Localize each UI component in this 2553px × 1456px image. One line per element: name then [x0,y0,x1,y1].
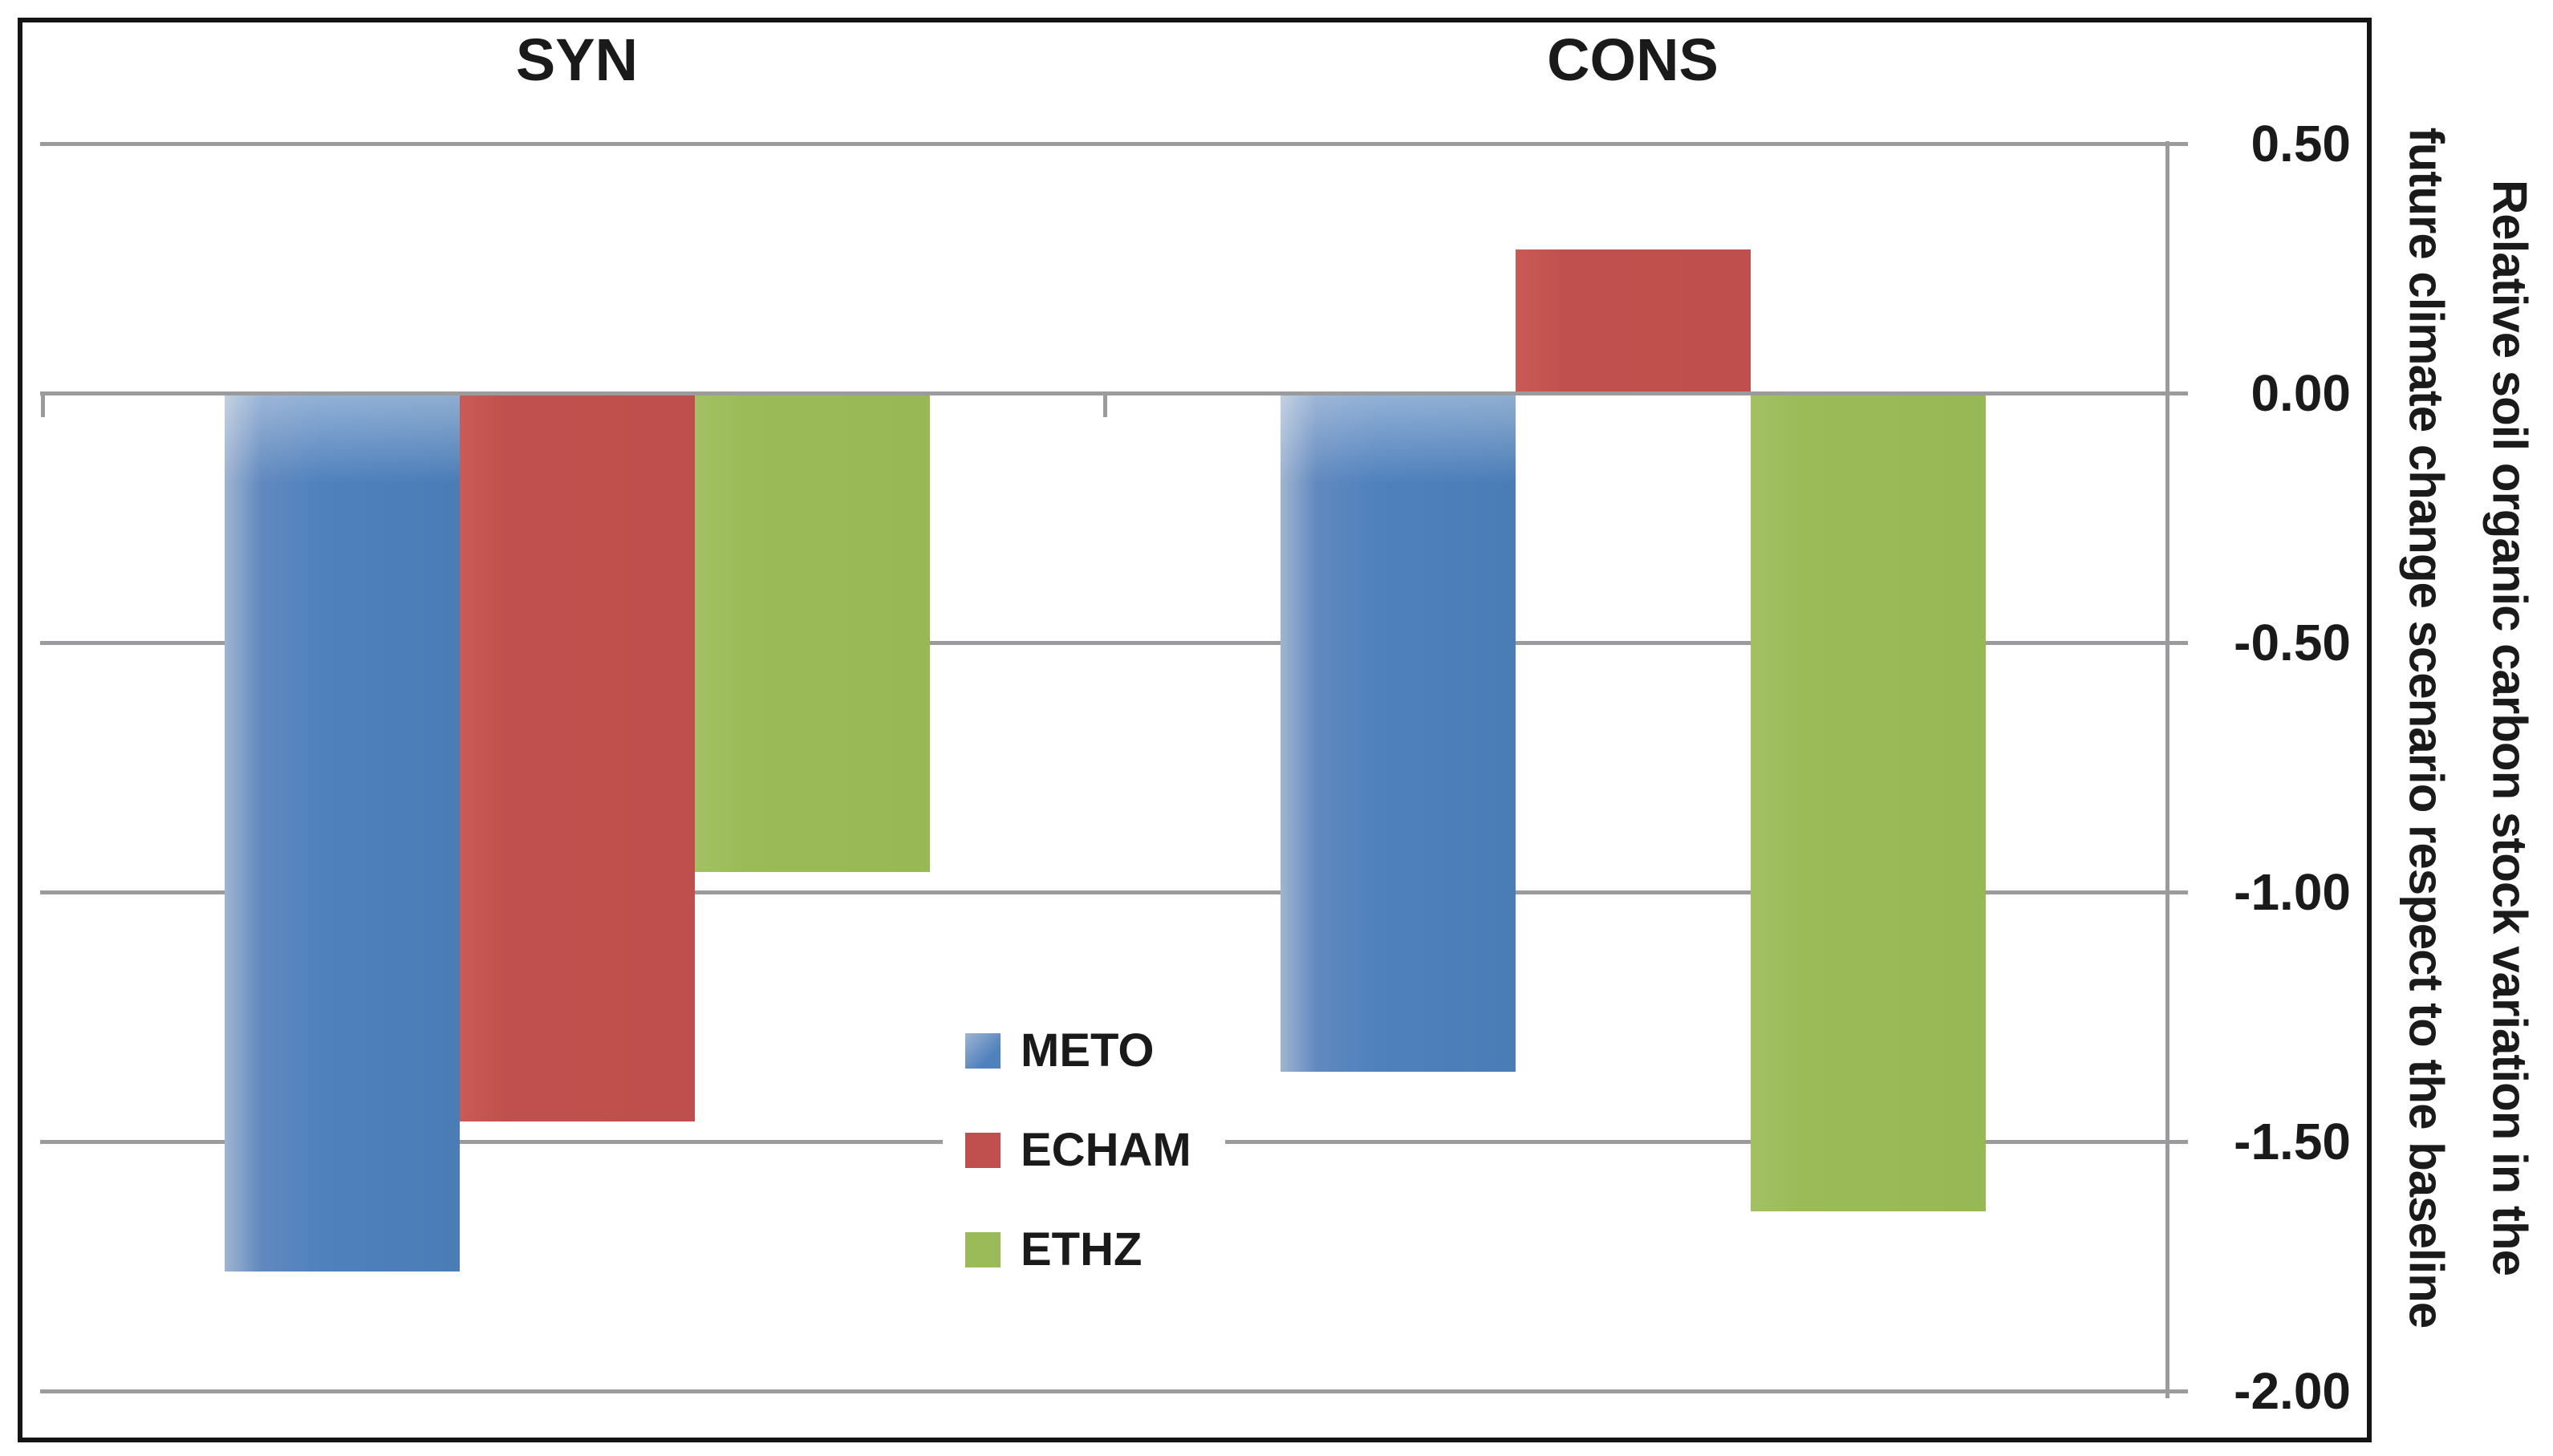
bar-meto-cons [1281,395,1516,1072]
bar-ethz-cons [1751,395,1986,1211]
legend-item-meto: METO [943,1001,1225,1101]
gridline [40,1389,2188,1393]
bar-meto-syn [225,395,460,1271]
bar-echam-syn [460,395,695,1121]
legend-item-echam: ECHAM [943,1101,1225,1200]
chart-border [18,18,2372,1442]
bar-ethz-syn [695,395,930,872]
ethz-legend-swatch [965,1232,1000,1267]
value-axis-line [2165,141,2169,1398]
gridline [40,142,2188,146]
y-axis-title: Relative soil organic carbon stock varia… [2375,0,2551,1456]
legend: METO ECHAM ETHZ [943,1001,1225,1300]
gridline [40,641,2188,645]
y-axis-title-line-1: Relative soil organic carbon stock varia… [2482,179,2537,1276]
legend-item-ethz: ETHZ [943,1200,1225,1300]
ytick-label: 0.00 [2251,364,2351,422]
ytick-label: -1.00 [2234,863,2351,921]
legend-label-ethz: ETHZ [1021,1223,1143,1276]
ytick-label: -2.00 [2234,1362,2351,1420]
legend-label-echam: ECHAM [1021,1124,1191,1176]
ytick-label: -0.50 [2234,614,2351,671]
gridline [40,391,2188,395]
meto-legend-swatch [965,1033,1000,1069]
gridline [40,890,2188,894]
category-axis-tick [1103,393,1107,417]
category-axis-tick [41,393,45,417]
ytick-label: -1.50 [2234,1113,2351,1170]
category-label-syn: SYN [515,26,639,93]
y-axis-title-line-2: future climate change scenario respect t… [2399,127,2454,1328]
category-label-cons: CONS [1547,26,1719,93]
bar-echam-cons [1516,249,1751,391]
legend-label-meto: METO [1021,1024,1155,1077]
ytick-label: 0.50 [2251,115,2351,172]
echam-legend-swatch [965,1133,1000,1168]
